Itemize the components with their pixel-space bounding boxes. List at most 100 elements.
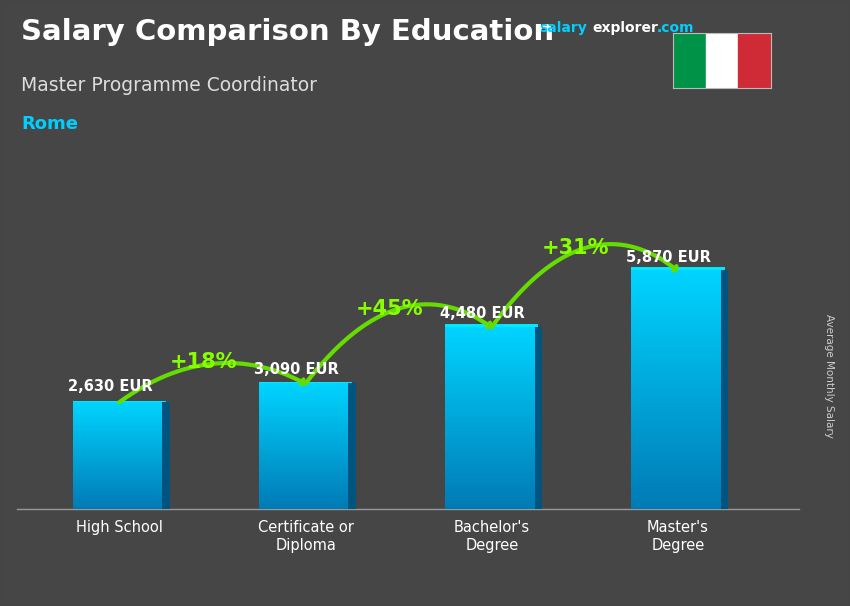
Bar [445,489,538,491]
Bar [73,501,166,502]
Bar [632,333,724,335]
Bar [259,385,352,386]
Bar [632,488,724,490]
Bar [445,384,538,385]
Bar [73,414,166,415]
Bar [632,356,724,359]
Bar [259,400,352,401]
Bar [445,498,538,500]
Bar [445,331,538,333]
Bar [445,445,538,447]
Text: +45%: +45% [355,299,423,319]
Bar [632,366,724,368]
Bar [632,390,724,392]
Bar [632,338,724,340]
Bar [73,502,166,504]
Bar [73,436,166,438]
Bar [73,413,166,414]
Bar [739,33,771,88]
Bar [445,493,538,494]
Bar [632,478,724,481]
Bar [259,503,352,504]
Text: Salary Comparison By Education: Salary Comparison By Education [21,18,554,46]
Bar [259,495,352,496]
Bar [259,499,352,500]
Bar [445,442,538,444]
Bar [73,444,166,445]
Bar [632,428,724,430]
Bar [632,359,724,361]
Bar [73,499,166,501]
Bar [73,484,166,485]
Bar [632,481,724,483]
Bar [632,311,724,313]
Bar [632,328,724,330]
Bar [632,354,724,356]
Bar [445,482,538,484]
Bar [259,453,352,454]
Bar [632,308,724,311]
Bar [632,347,724,349]
Bar [445,353,538,355]
Bar [445,405,538,407]
Bar [259,424,352,425]
Bar [259,489,352,490]
Bar [259,412,352,414]
Bar [445,396,538,398]
Bar [445,355,538,356]
Bar [445,358,538,360]
Bar [259,431,352,433]
Bar [73,419,166,421]
Bar [445,485,538,487]
Bar [632,392,724,395]
Bar [73,506,166,507]
Bar [445,411,538,413]
Bar [73,417,166,418]
Bar [632,464,724,466]
Bar [445,391,538,393]
Bar [445,420,538,422]
Bar [632,273,724,275]
Bar [632,409,724,411]
Bar [632,497,724,499]
Bar [445,425,538,427]
Bar [73,507,166,508]
Bar [259,451,352,453]
Bar [73,445,166,446]
Bar [259,504,352,505]
Bar [73,477,166,478]
Bar [73,418,166,419]
Bar [445,429,538,431]
Bar [445,491,538,493]
Bar [259,496,352,498]
Bar [445,415,538,416]
Bar [445,504,538,505]
Bar [73,485,166,487]
Bar [445,335,538,336]
Bar [73,495,166,496]
Bar [259,411,352,412]
Bar [445,338,538,340]
Bar [445,336,538,338]
Bar [632,364,724,366]
Bar [632,318,724,321]
Bar [445,431,538,433]
Bar [445,356,538,358]
Bar [259,404,352,405]
Bar [445,456,538,458]
Bar [632,282,724,285]
Bar [259,402,352,404]
Bar [445,364,538,365]
Bar [259,494,352,495]
Bar [632,499,724,502]
Bar [445,494,538,496]
Bar [73,498,166,499]
Bar [73,439,166,441]
Bar [445,449,538,451]
Bar [445,327,538,329]
Bar [632,445,724,447]
Bar [259,464,352,465]
Bar [632,299,724,302]
Bar [632,385,724,387]
Bar [445,398,538,400]
